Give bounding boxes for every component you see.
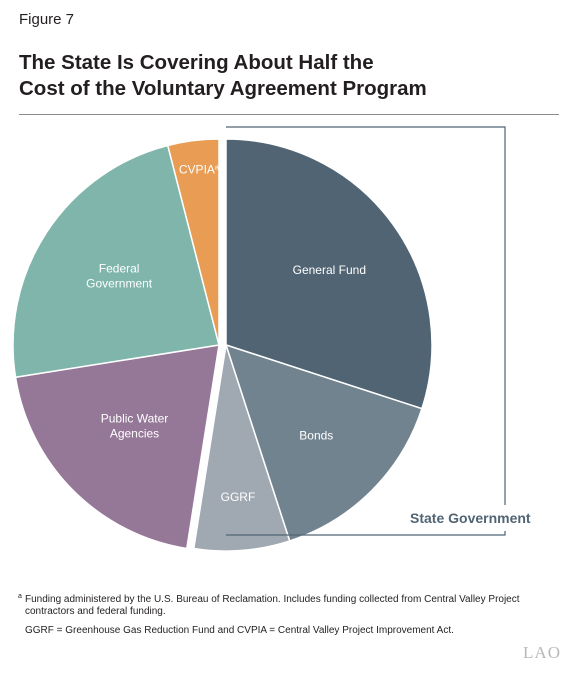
pie-label-cvpiaa: CVPIAa [179, 163, 219, 177]
lao-logo: LAO [523, 643, 561, 662]
pie-chart: State Government General Fund Bonds GGRF Pu… [12, 126, 555, 552]
bracket-line [226, 126, 506, 536]
chart-title: The State Is Covering About Half the Cos… [19, 50, 559, 102]
pie-slice-ggrf [192, 344, 291, 552]
bracket-label-state-government: State Government [410, 510, 531, 526]
figure-label: Figure 7 [19, 11, 75, 28]
title-divider [19, 114, 559, 115]
pie-slices [12, 138, 433, 552]
footnote-a: a Funding administered by the U.S. Bureau… [18, 593, 539, 618]
pie-slice-cvpiaa [166, 138, 220, 346]
footnote-a-text: Funding administered by the U.S. Bureau … [25, 594, 520, 617]
pie-label-general-fund: General Fund [293, 263, 366, 277]
pie-label-bonds: Bonds [299, 428, 333, 442]
pie-slice-public-water-agencies [14, 344, 220, 550]
pie-label-federal-government: Federal Government [86, 261, 153, 290]
pie-slice-federal-government [12, 144, 220, 379]
bracket-label-background [403, 505, 555, 531]
state-government-bracket: State Government [226, 126, 555, 536]
footnotes: a Funding administered by the U.S. Bureau… [18, 593, 539, 637]
pie-labels: General Fund Bonds GGRF Public Water Agencie… [86, 163, 366, 504]
pie-slice-general-fund [225, 138, 433, 410]
footnote-marker: a [18, 593, 22, 600]
chart-title-line-2: Cost of the Voluntary Agreement Program [19, 77, 427, 100]
pie-label-public-water-agencies: Public Water Agencies [101, 411, 169, 440]
abbreviations-note: GGRF = Greenhouse Gas Reduction Fund and… [25, 625, 454, 636]
chart-title-line-1: The State Is Covering About Half the [19, 51, 374, 74]
pie-label-ggrf: GGRF [221, 490, 256, 504]
